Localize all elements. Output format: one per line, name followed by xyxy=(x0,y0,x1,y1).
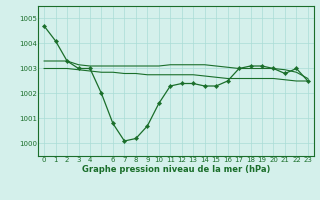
X-axis label: Graphe pression niveau de la mer (hPa): Graphe pression niveau de la mer (hPa) xyxy=(82,165,270,174)
